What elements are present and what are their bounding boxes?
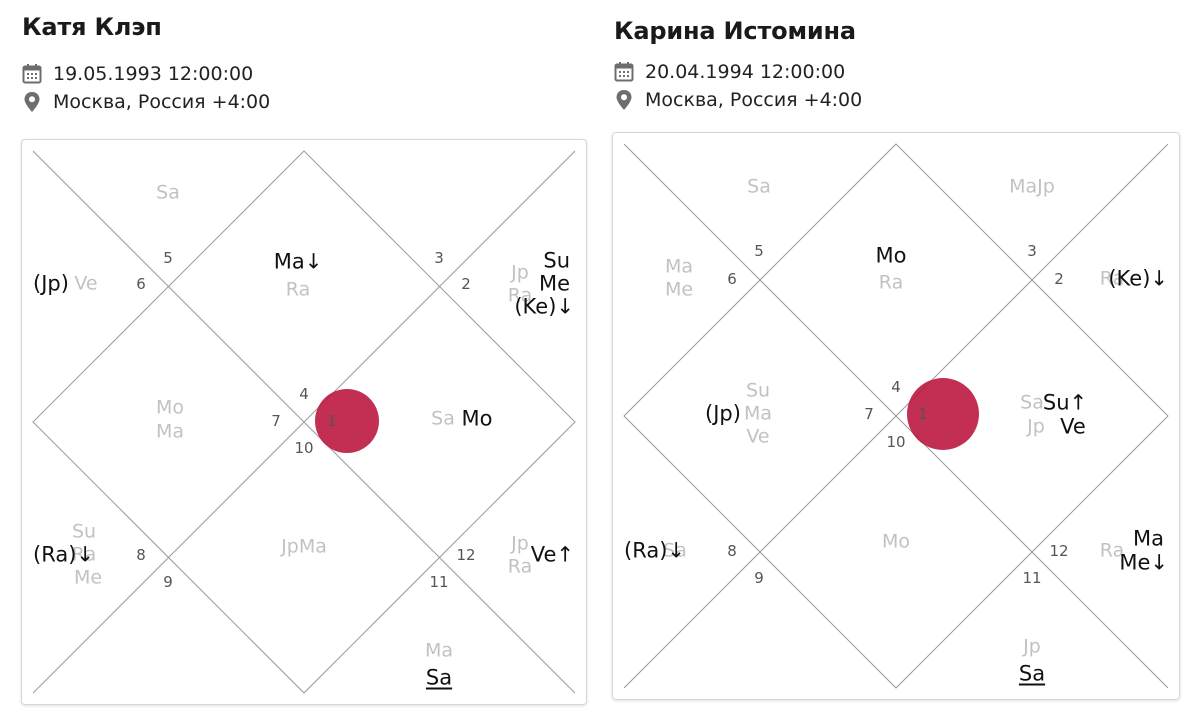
planet-ve: Ve xyxy=(746,425,770,448)
planet-jp: Jp xyxy=(1023,635,1041,658)
planet-ve-exalted: Ve↑ xyxy=(530,542,574,567)
planet-mo: Mo xyxy=(881,530,911,553)
birth-location-row: Москва, Россия +4:00 xyxy=(22,91,270,113)
birth-location: Москва, Россия +4:00 xyxy=(645,89,863,111)
planet-ma: Ma xyxy=(743,402,773,425)
house-number-10: 10 xyxy=(886,433,906,451)
planet-sa: Sa xyxy=(431,407,455,430)
planet-sa: Sa xyxy=(1020,391,1044,414)
location-pin-icon xyxy=(614,89,634,111)
planet-su: Su xyxy=(543,248,570,273)
planet-mo: Mo xyxy=(461,406,493,431)
planet-ra: Ra xyxy=(285,278,311,301)
planet-sa: Sa xyxy=(1018,661,1046,686)
natal-chart-right[interactable]: 1 2 3 4 5 6 7 8 9 10 11 12 Sa MaJp Ra Ra… xyxy=(612,132,1180,700)
planet-ma: Ma xyxy=(1133,526,1164,551)
house-number-4: 4 xyxy=(891,378,901,396)
planet-ma: Ma xyxy=(155,420,185,443)
house-number-10: 10 xyxy=(294,439,314,457)
planet-jp-retro: (Jp) xyxy=(705,401,741,426)
house-number-6: 6 xyxy=(727,270,737,288)
person-name: Карина Истомина xyxy=(614,17,856,45)
house-number-9: 9 xyxy=(163,573,173,591)
house-number-5: 5 xyxy=(163,249,173,267)
house-number-7: 7 xyxy=(271,412,281,430)
planet-ve: Ve xyxy=(74,272,98,295)
planet-mo: Mo xyxy=(155,396,185,419)
planet-majp: MaJp xyxy=(1009,175,1055,198)
house-number-1: 1 xyxy=(327,412,337,430)
planet-jp-retro: (Jp) xyxy=(33,271,69,296)
planet-ra: Ra xyxy=(71,543,97,566)
house-number-3: 3 xyxy=(434,249,444,267)
house-number-11: 11 xyxy=(429,573,449,591)
birth-datetime-row: 19.05.1993 12:00:00 xyxy=(22,63,253,85)
planet-ra: Ra xyxy=(507,555,533,578)
location-pin-icon xyxy=(22,91,42,113)
planet-ke-retro: (Ke)↓ xyxy=(1108,266,1168,291)
planet-ke-retro: (Ke)↓ xyxy=(514,294,574,319)
planet-ra-retro: (Ra)↓ xyxy=(624,538,685,563)
house-number-8: 8 xyxy=(727,542,737,560)
planet-ve: Ve xyxy=(1060,414,1086,439)
house-number-3: 3 xyxy=(1027,242,1037,260)
planet-su-exalted: Su↑ xyxy=(1042,390,1088,415)
planet-me: Me xyxy=(538,271,570,296)
house-number-2: 2 xyxy=(1054,270,1064,288)
calendar-icon xyxy=(22,63,42,85)
planet-jp: Jp xyxy=(511,261,529,284)
birth-datetime: 19.05.1993 12:00:00 xyxy=(53,63,254,85)
planet-mo: Mo xyxy=(875,243,907,268)
planet-ra-retro: (Ra)↓ xyxy=(33,542,94,567)
chart-grid-lines xyxy=(32,150,576,694)
house-number-4: 4 xyxy=(299,385,309,403)
planet-su: Su xyxy=(71,520,97,543)
house-number-12: 12 xyxy=(456,546,476,564)
planet-ra: Ra xyxy=(1099,539,1125,562)
house-number-12: 12 xyxy=(1049,542,1069,560)
birth-location: Москва, Россия +4:00 xyxy=(53,91,271,113)
planet-ra: Ra xyxy=(878,271,904,294)
planet-ma: Ma xyxy=(664,255,694,278)
planet-me: Me xyxy=(664,278,694,301)
planet-ra: Ra xyxy=(507,284,533,307)
house-number-9: 9 xyxy=(754,569,764,587)
birth-datetime-row: 20.04.1994 12:00:00 xyxy=(614,61,845,83)
house-number-1: 1 xyxy=(918,405,928,423)
planet-jp: Jp xyxy=(511,532,529,555)
calendar-icon xyxy=(614,61,634,83)
house-number-5: 5 xyxy=(754,242,764,260)
ascendant-marker xyxy=(315,389,379,453)
ascendant-marker xyxy=(907,378,979,450)
planet-sa: Sa xyxy=(747,175,771,198)
house-number-7: 7 xyxy=(864,405,874,423)
house-number-6: 6 xyxy=(136,275,146,293)
house-number-8: 8 xyxy=(136,546,146,564)
planet-ra: Ra xyxy=(1099,267,1125,290)
planet-jpma: JpMa xyxy=(281,535,327,558)
chart-grid-lines xyxy=(623,143,1169,689)
planet-sa: Sa xyxy=(156,181,180,204)
planet-sa: Sa xyxy=(425,665,453,690)
planet-me-debilitated: Me↓ xyxy=(1119,550,1168,575)
house-number-11: 11 xyxy=(1022,569,1042,587)
natal-chart-left[interactable]: 1 2 3 4 5 6 7 8 9 10 11 12 Sa Ra Jp Ra V… xyxy=(21,139,587,705)
planet-su: Su xyxy=(745,379,771,402)
planet-jp: Jp xyxy=(1027,415,1045,438)
birth-datetime: 20.04.1994 12:00:00 xyxy=(645,61,846,83)
planet-ma-debilitated: Ma↓ xyxy=(273,249,323,274)
planet-ma: Ma xyxy=(424,639,454,662)
planet-me: Me xyxy=(73,566,103,589)
house-number-2: 2 xyxy=(461,275,471,293)
birth-location-row: Москва, Россия +4:00 xyxy=(614,89,862,111)
planet-sa: Sa xyxy=(663,539,687,562)
person-name: Катя Клэп xyxy=(22,13,162,41)
